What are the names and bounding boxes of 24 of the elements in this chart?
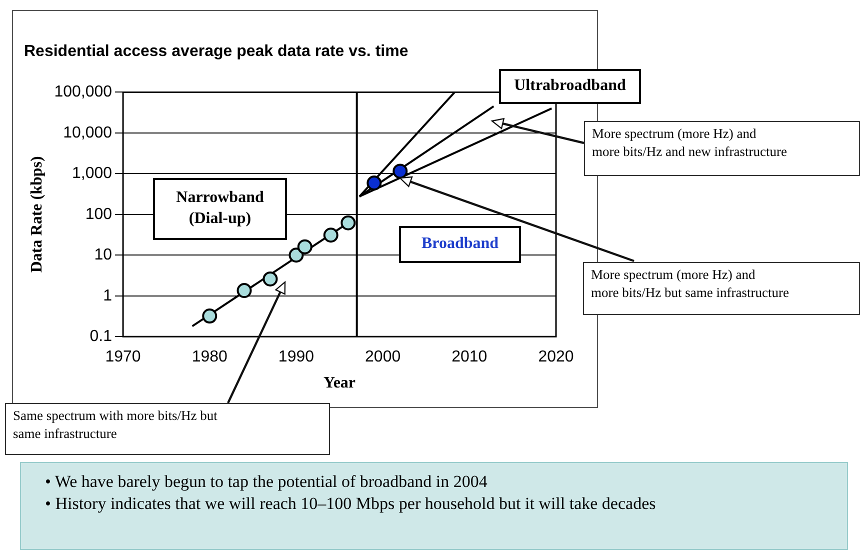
y-tick-label: 10 [94, 246, 112, 264]
x-tick-label: 1970 [105, 348, 141, 366]
y-tick-label: 100,000 [54, 84, 112, 101]
y-tick-label: 10,000 [63, 124, 112, 142]
y-tick-label: 0.1 [90, 328, 112, 346]
text: • We have barely begun to tap the potential of broadband in 2004 [45, 471, 488, 493]
x-tick-label: 2000 [365, 348, 401, 366]
annotation: Broadband [399, 226, 521, 263]
y-tick-label: 1 [103, 287, 112, 304]
x-tick-label: 2010 [452, 348, 488, 366]
y-axis-title: Data Rate (kbps) [28, 156, 46, 273]
text: Same spectrum with more bits/Hz but same infrastructure [5, 403, 330, 455]
y-tick-label: 100 [85, 206, 112, 223]
y-tick-label: 1,000 [72, 165, 112, 182]
text: More spectrum (more Hz) and more bits/Hz and new infrastructure [584, 121, 860, 176]
x-tick-label: 2020 [538, 348, 574, 366]
text: • History indicates that we will reach 10–100 Mbps per household but it will take decades [45, 493, 657, 516]
x-axis-title: Year [324, 374, 356, 392]
chart-title: Residential access average peak data rate vs. time [24, 43, 408, 60]
annotation: Ultrabroadband [499, 69, 641, 104]
x-tick-label: 1990 [278, 348, 314, 366]
text: More spectrum (more Hz) and more bits/Hz but same infrastructure [583, 262, 860, 315]
x-tick-label: 1980 [192, 348, 228, 366]
annotation: Narrowband (Dial-up) [153, 178, 287, 240]
